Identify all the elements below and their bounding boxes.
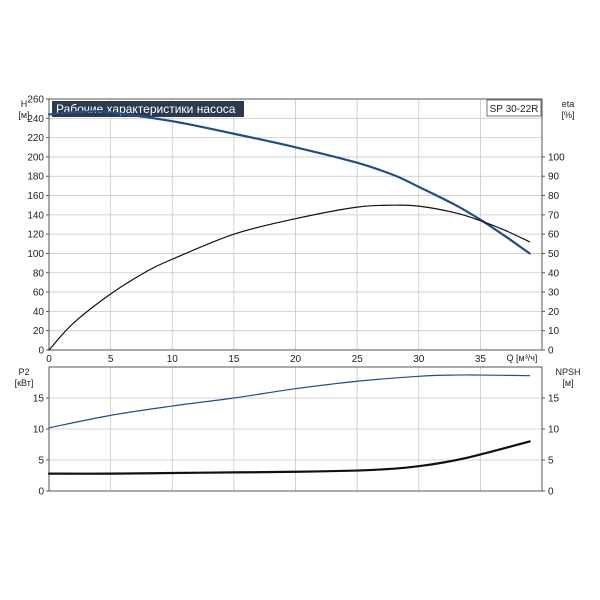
y-right-tick-label: 10 (548, 326, 560, 337)
pump-model-label: SP 30-22R (490, 104, 539, 115)
npsh-curve (47, 440, 531, 475)
y-left-tick-label: 220 (27, 133, 44, 144)
efficiency-curve (48, 204, 531, 351)
top-panel-grid (49, 98, 542, 350)
y-left-tick-label: 240 (27, 114, 44, 125)
y-left-tick-label: 0 (38, 487, 44, 498)
head-axis-title: H (21, 99, 28, 109)
y-left-tick-label: 140 (27, 210, 44, 221)
y-left-tick-label: 100 (27, 249, 44, 260)
y-left-tick-label: 20 (33, 326, 45, 337)
chart-title-box (52, 101, 244, 117)
y-left-tick-label: 180 (27, 172, 44, 183)
x-tick-label: 20 (290, 354, 302, 365)
x-tick-label: 10 (167, 354, 179, 365)
chart-title: Рабочие характеристики насоса (56, 102, 236, 116)
y-right-tick-label: 90 (548, 172, 560, 183)
eta-axis-title: eta (562, 99, 575, 109)
head-curve (47, 110, 531, 255)
y-right-tick-label: 20 (548, 307, 560, 318)
y-left-tick-label: 0 (38, 346, 44, 357)
y-left-tick-label: 15 (33, 394, 45, 405)
npsh-axis-title: NPSH (555, 367, 580, 377)
y-left-tick-label: 40 (33, 307, 45, 318)
flow-axis-label: Q [м³/ч] (507, 353, 538, 363)
y-left-tick-label: 5 (38, 456, 44, 467)
x-tick-label: 25 (352, 354, 364, 365)
x-tick-label: 5 (108, 354, 114, 365)
top-panel-series (47, 110, 531, 351)
y-right-tick-label: 0 (548, 487, 554, 498)
bottom-panel-ticks: 0 5 10 15 0 5 10 15 (33, 394, 560, 498)
y-left-tick-label: 120 (27, 230, 44, 241)
top-panel-ticks: 0204060801001201401601802002202402600102… (27, 95, 565, 366)
y-right-tick-label: 40 (548, 268, 560, 279)
y-right-tick-label: 30 (548, 288, 560, 299)
eta-axis-unit: [%] (561, 110, 574, 120)
x-tick-label: 15 (228, 354, 240, 365)
y-right-tick-label: 0 (548, 346, 554, 357)
model-box (486, 99, 542, 117)
power-axis-title: P2 (18, 367, 29, 377)
x-tick-label: 0 (46, 354, 52, 365)
y-left-tick-label: 160 (27, 191, 44, 202)
power-curve (48, 374, 531, 429)
head-axis-unit: [м] (18, 110, 29, 120)
y-left-tick-label: 80 (33, 268, 45, 279)
y-right-tick-label: 70 (548, 210, 560, 221)
y-right-tick-label: 80 (548, 191, 560, 202)
top-panel-frame (48, 98, 543, 351)
y-right-tick-label: 5 (548, 456, 554, 467)
y-right-tick-label: 15 (548, 394, 560, 405)
bottom-panel-series (47, 374, 531, 475)
npsh-axis-unit: [м] (562, 378, 573, 388)
y-left-tick-label: 60 (33, 288, 45, 299)
y-right-tick-label: 50 (548, 249, 560, 260)
y-right-tick-label: 60 (548, 230, 560, 241)
y-left-tick-label: 260 (27, 95, 44, 106)
power-axis-unit: [кВт] (15, 378, 34, 388)
y-left-tick-label: 10 (33, 425, 45, 436)
y-left-tick-label: 200 (27, 152, 44, 163)
x-tick-label: 35 (475, 354, 487, 365)
y-right-tick-label: 100 (548, 152, 565, 163)
x-tick-label: 30 (413, 354, 425, 365)
y-right-tick-label: 10 (548, 425, 560, 436)
